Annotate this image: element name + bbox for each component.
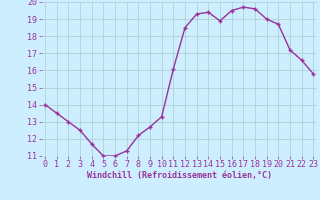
X-axis label: Windchill (Refroidissement éolien,°C): Windchill (Refroidissement éolien,°C) (87, 171, 272, 180)
